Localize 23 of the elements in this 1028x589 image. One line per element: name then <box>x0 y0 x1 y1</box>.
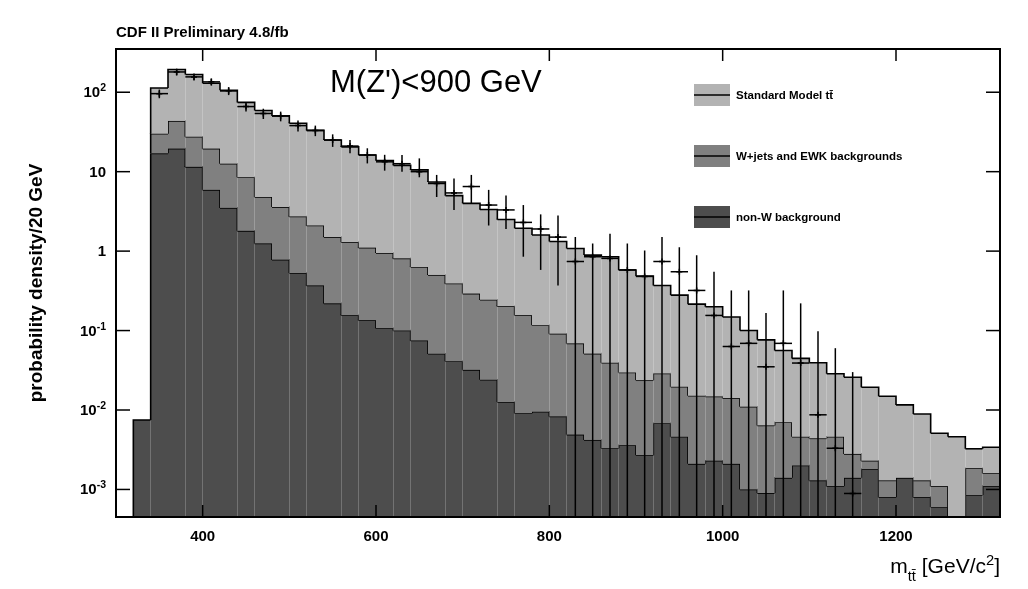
x-tick-label: 800 <box>536 527 562 544</box>
point <box>554 233 562 241</box>
y-axis-title: probability density/20 GeV <box>25 163 46 403</box>
x-tick-label: 1000 <box>705 527 740 544</box>
y-tick-label: 10$^{2}$ <box>83 81 107 101</box>
legend-label: W+jets and EWK backgrounds <box>736 150 903 162</box>
point <box>346 142 354 150</box>
point <box>814 411 822 419</box>
y-tick-label: 1 <box>97 242 106 260</box>
x-tick-label: 1200 <box>879 527 913 544</box>
x-axis-title: m$_{tt̄}$ [GeV/c$^{2}$] <box>890 552 1000 584</box>
legend-label: Standard Model tt̄ <box>736 89 834 101</box>
annotation: M(Z')<900 GeV <box>330 64 543 99</box>
y-tick-label: 10$^{-2}$ <box>79 399 107 418</box>
point <box>502 206 510 214</box>
legend-label: non-W background <box>736 211 841 223</box>
y-tick-label: 10$^{-1}$ <box>79 319 107 339</box>
x-tick-label: 600 <box>363 527 389 544</box>
y-tick-label: 10 <box>89 162 106 180</box>
point <box>762 363 770 371</box>
y-tick-label: 10$^{-3}$ <box>79 478 107 498</box>
chart-title: CDF II Preliminary 4.8/fb <box>116 23 289 40</box>
x-tick-label: 400 <box>190 527 216 544</box>
